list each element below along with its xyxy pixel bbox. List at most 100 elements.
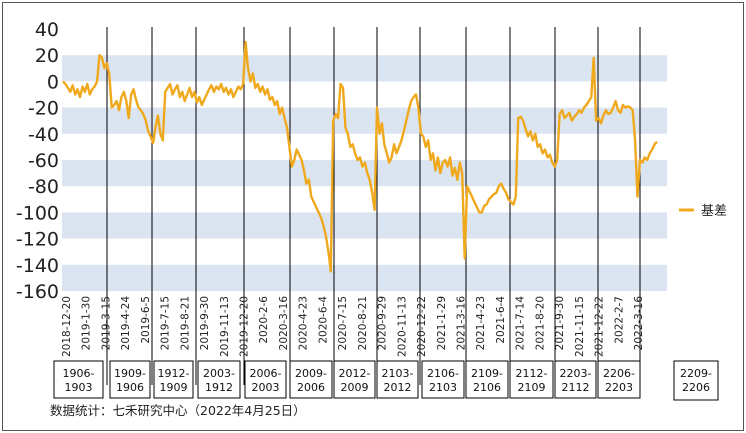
contract-divider-layer bbox=[106, 27, 641, 385]
x-tick-label-19: 2021-1-29 bbox=[436, 296, 448, 350]
x-tick-label-24: 2021-8-20 bbox=[534, 296, 546, 350]
contract-box-frame-7 bbox=[376, 360, 419, 399]
contract-label-bottom-10: 2109 bbox=[518, 381, 546, 394]
x-tick-label-16: 2020-9-29 bbox=[377, 296, 389, 350]
contract-label-top-1: 1909- bbox=[114, 367, 146, 380]
contract-box-frame-6 bbox=[333, 360, 376, 399]
x-tick-label-3: 2019-4-24 bbox=[120, 296, 132, 351]
contract-label-top-4: 2006- bbox=[250, 367, 282, 380]
contract-label-bottom-11: 2112 bbox=[562, 381, 590, 394]
x-tick-label-27: 2021-12-22 bbox=[594, 296, 606, 357]
contract-box-frame-5 bbox=[289, 360, 333, 399]
x-tick-label-8: 2019-11-13 bbox=[219, 296, 231, 357]
contract-label-top-13: 2209- bbox=[680, 367, 712, 380]
contract-box-5: 2009-2006 bbox=[289, 360, 333, 399]
contract-label-bottom-9: 2106 bbox=[473, 381, 501, 394]
y-tick-label-3: -20 bbox=[28, 98, 59, 120]
contract-label-top-8: 2106- bbox=[427, 367, 459, 380]
x-tick-label-6: 2019-8-21 bbox=[179, 296, 191, 350]
y-tick-label-8: -120 bbox=[16, 229, 59, 251]
y-axis-ticks: 40 20 0 -20 -40 -60 -80 -100 -120 -140 -160 bbox=[16, 19, 59, 303]
band-0 bbox=[62, 55, 667, 82]
contract-box-12: 2206-2203 bbox=[597, 360, 641, 399]
contract-box-frame-11 bbox=[554, 360, 597, 399]
band-1 bbox=[62, 107, 667, 134]
series-line-0 bbox=[62, 40, 658, 273]
x-tick-label-11: 2020-3-16 bbox=[278, 296, 290, 351]
y-tick-label-1: 20 bbox=[35, 45, 59, 67]
contract-label-top-3: 2003- bbox=[203, 367, 235, 380]
x-tick-label-18: 2020-12-22 bbox=[416, 296, 428, 357]
contract-label-top-5: 2009- bbox=[295, 367, 327, 380]
contract-box-frame-0 bbox=[53, 360, 104, 399]
contract-label-top-11: 2203- bbox=[560, 367, 592, 380]
contract-label-bottom-5: 2006 bbox=[297, 381, 325, 394]
y-tick-label-2: 0 bbox=[47, 71, 59, 93]
contract-box-11: 2203-2112 bbox=[554, 360, 597, 399]
contract-box-6: 2012-2009 bbox=[333, 360, 376, 399]
y-tick-label-6: -80 bbox=[28, 176, 59, 198]
x-tick-label-4: 2019-6-5 bbox=[140, 296, 152, 344]
contract-label-bottom-3: 1912 bbox=[205, 381, 233, 394]
contract-box-1: 1909-1906 bbox=[109, 360, 151, 399]
x-tick-label-22: 2021-6-4 bbox=[495, 296, 507, 344]
x-tick-label-23: 2021-7-14 bbox=[515, 296, 527, 351]
band-4 bbox=[62, 264, 667, 291]
x-tick-label-15: 2020-8-21 bbox=[357, 296, 369, 350]
contract-label-top-10: 2112- bbox=[516, 367, 548, 380]
x-tick-label-12: 2020-4-23 bbox=[298, 296, 310, 350]
x-tick-label-9: 2019-12-20 bbox=[239, 296, 251, 357]
contract-box-frame-12 bbox=[597, 360, 641, 399]
x-tick-label-28: 2022-2-7 bbox=[613, 296, 625, 344]
contract-box-frame-13 bbox=[673, 360, 719, 401]
contract-box-frame-4 bbox=[244, 360, 287, 399]
contract-label-top-6: 2012- bbox=[339, 367, 371, 380]
contract-box-frame-3 bbox=[197, 360, 241, 399]
contract-label-top-7: 2103- bbox=[382, 367, 414, 380]
contract-box-frame-2 bbox=[153, 360, 194, 399]
contract-label-top-9: 2109- bbox=[471, 367, 503, 380]
contract-label-top-0: 1906- bbox=[63, 367, 95, 380]
contract-box-frame-9 bbox=[465, 360, 509, 399]
x-tick-label-2: 2019-3-15 bbox=[100, 296, 112, 350]
y-tick-label-5: -60 bbox=[28, 150, 59, 172]
x-axis-ticks: 2018-12-20 2019-1-30 2019-3-15 2019-4-24 201… bbox=[61, 296, 645, 357]
band-3 bbox=[62, 212, 667, 239]
legend: 基差 bbox=[679, 204, 727, 219]
contract-box-4: 2006-2003 bbox=[244, 360, 287, 399]
x-tick-label-29: 2022-3-16 bbox=[633, 296, 645, 351]
x-tick-label-5: 2019-7-15 bbox=[160, 296, 172, 350]
legend-label: 基差 bbox=[701, 204, 727, 219]
contract-box-8: 2106-2103 bbox=[421, 360, 465, 399]
contract-box-0: 1906-1903 bbox=[53, 360, 104, 399]
contract-box-2: 1912-1909 bbox=[153, 360, 194, 399]
contract-label-bottom-0: 1903 bbox=[65, 381, 93, 394]
x-tick-label-25: 2021-9-30 bbox=[554, 296, 566, 350]
contract-labels: 1906-19031909-19061912-19092003-19122006… bbox=[53, 360, 719, 401]
contract-label-bottom-2: 1909 bbox=[160, 381, 188, 394]
contract-box-7: 2103-2012 bbox=[376, 360, 419, 399]
contract-box-10: 2112-2109 bbox=[509, 360, 554, 399]
x-tick-label-10: 2020-2-6 bbox=[258, 296, 270, 344]
x-tick-label-21: 2021-4-23 bbox=[475, 296, 487, 350]
x-tick-label-7: 2019-9-30 bbox=[199, 296, 211, 350]
band-layer bbox=[62, 55, 667, 291]
contract-label-bottom-7: 2012 bbox=[384, 381, 412, 394]
y-tick-label-0: 40 bbox=[35, 19, 59, 41]
contract-box-13: 2209-2206 bbox=[673, 360, 719, 401]
x-tick-label-1: 2019-1-30 bbox=[81, 296, 93, 350]
contract-label-bottom-1: 1906 bbox=[116, 381, 144, 394]
contract-box-frame-1 bbox=[109, 360, 151, 399]
contract-label-bottom-12: 2203 bbox=[605, 381, 633, 394]
contract-label-bottom-6: 2009 bbox=[341, 381, 369, 394]
y-tick-label-7: -100 bbox=[16, 202, 59, 224]
contract-label-bottom-4: 2003 bbox=[252, 381, 280, 394]
x-tick-label-13: 2020-6-4 bbox=[317, 296, 329, 344]
x-tick-label-20: 2021-3-16 bbox=[455, 296, 467, 351]
contract-label-bottom-13: 2206 bbox=[682, 381, 710, 394]
contract-box-9: 2109-2106 bbox=[465, 360, 509, 399]
y-tick-label-9: -140 bbox=[16, 255, 59, 277]
series-layer bbox=[62, 40, 658, 273]
contract-box-frame-8 bbox=[421, 360, 465, 399]
